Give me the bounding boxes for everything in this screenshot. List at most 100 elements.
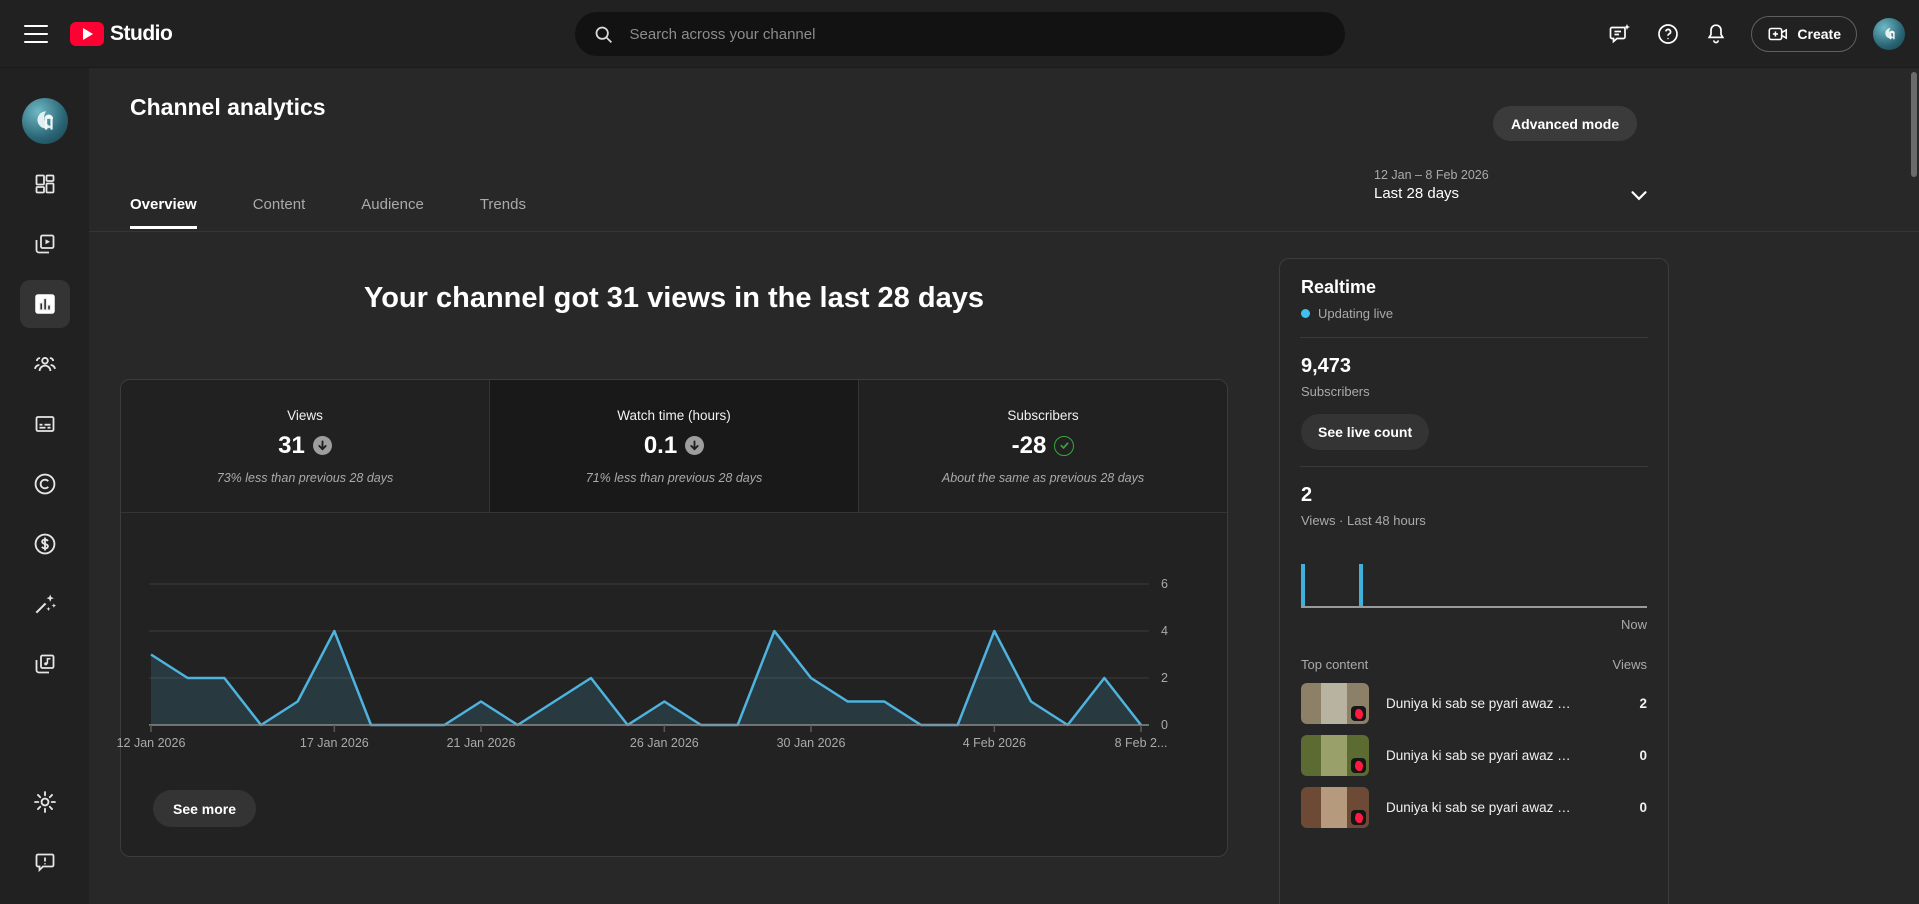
realtime-48h-bar-chart xyxy=(1301,548,1647,608)
help-icon[interactable] xyxy=(1647,13,1689,55)
chart-y-axis: 0 2 4 6 xyxy=(1161,555,1191,755)
see-more-button[interactable]: See more xyxy=(153,790,257,827)
video-title: Duniya ki sab se pyari awaz … xyxy=(1386,748,1571,763)
x-tick-label: 8 Feb 2... xyxy=(1114,736,1168,750)
realtime-subscribers-label: Subscribers xyxy=(1301,384,1370,399)
video-title: Duniya ki sab se pyari awaz … xyxy=(1386,800,1571,815)
sidebar-item-settings[interactable] xyxy=(20,778,70,826)
sidebar-item-customization[interactable] xyxy=(20,580,70,628)
chart-x-axis: 12 Jan 2026 17 Jan 2026 21 Jan 2026 26 Jan … xyxy=(117,736,1199,756)
now-label: Now xyxy=(1620,617,1647,632)
menu-icon[interactable] xyxy=(24,25,48,43)
x-tick-label: 4 Feb 2026 xyxy=(962,736,1026,750)
chevron-down-icon[interactable] xyxy=(1626,182,1652,213)
realtime-views-value: 2 xyxy=(1301,484,1313,506)
metric-label: Views xyxy=(287,407,323,423)
create-video-icon xyxy=(1768,27,1788,41)
sidebar-item-dashboard[interactable] xyxy=(20,160,70,208)
advanced-mode-button[interactable]: Advanced mode xyxy=(1493,106,1638,141)
divider xyxy=(1300,466,1648,467)
feedback-sparkle-icon[interactable] xyxy=(1599,13,1641,55)
shorts-badge-icon xyxy=(1351,810,1366,825)
divider xyxy=(1300,337,1648,338)
summary-headline: Your channel got 31 views in the last 28… xyxy=(364,282,984,314)
brand-name: Studio xyxy=(110,22,173,45)
sidebar-item-copyright[interactable] xyxy=(20,460,70,508)
metric-note: 73% less than previous 28 days xyxy=(216,470,394,485)
realtime-bar xyxy=(1358,564,1363,606)
realtime-bar xyxy=(1301,564,1305,606)
create-label: Create xyxy=(1797,26,1841,42)
views-line-chart xyxy=(149,583,1149,732)
video-title: Duniya ki sab se pyari awaz … xyxy=(1386,696,1571,711)
tab-content[interactable]: Content xyxy=(252,196,306,213)
top-content-row[interactable]: Duniya ki sab se pyari awaz … 0 xyxy=(1301,735,1647,776)
tab-trends[interactable]: Trends xyxy=(479,196,526,213)
sidebar-item-subtitles[interactable] xyxy=(20,400,70,448)
video-views: 0 xyxy=(1639,748,1647,763)
shorts-badge-icon xyxy=(1351,758,1366,773)
trend-down-icon xyxy=(685,436,705,455)
create-button[interactable]: Create xyxy=(1751,16,1857,52)
metric-label: Subscribers xyxy=(1007,407,1079,423)
search-icon xyxy=(595,26,612,43)
account-avatar[interactable] xyxy=(1873,18,1905,50)
realtime-subscribers-value: 9,473 xyxy=(1301,355,1352,377)
metric-card-watch-time[interactable]: Watch time (hours) 0.1 71% less than pre… xyxy=(490,380,859,512)
video-views: 0 xyxy=(1639,800,1647,815)
date-period-text: Last 28 days xyxy=(1374,185,1460,202)
trend-down-icon xyxy=(312,436,332,455)
check-circle-icon xyxy=(1054,435,1075,456)
sidebar-item-send-feedback[interactable] xyxy=(20,838,70,886)
video-thumbnail xyxy=(1301,787,1369,828)
metric-value: 0.1 xyxy=(643,431,678,459)
scrollbar-thumb[interactable] xyxy=(1911,72,1917,177)
x-tick-label: 12 Jan 2026 xyxy=(116,736,186,750)
top-content-row[interactable]: Duniya ki sab se pyari awaz … 0 xyxy=(1301,787,1647,828)
date-range-selector[interactable]: 12 Jan – 8 Feb 2026 Last 28 days xyxy=(1374,168,1489,202)
sidebar xyxy=(0,68,89,904)
page-title: Channel analytics xyxy=(130,94,326,120)
y-tick-label: 4 xyxy=(1161,624,1168,638)
realtime-status: Updating live xyxy=(1318,306,1394,321)
tab-audience[interactable]: Audience xyxy=(361,196,424,213)
channel-avatar[interactable] xyxy=(21,98,68,144)
see-live-count-button[interactable]: See live count xyxy=(1301,414,1430,450)
sidebar-item-earn[interactable] xyxy=(20,520,70,568)
search-input[interactable] xyxy=(629,25,1327,43)
top-content-label: Top content xyxy=(1301,657,1369,672)
x-tick-label: 26 Jan 2026 xyxy=(629,736,699,750)
views-column-label: Views xyxy=(1612,657,1647,672)
sidebar-item-analytics[interactable] xyxy=(19,280,70,328)
tabs-divider xyxy=(89,231,1919,232)
y-tick-label: 2 xyxy=(1161,671,1168,685)
realtime-card: Realtime Updating live 9,473 Subscribers… xyxy=(1279,258,1669,904)
scrollbar xyxy=(1909,68,1919,904)
analytics-tabs: Overview Content Audience Trends xyxy=(130,196,526,229)
y-tick-label: 0 xyxy=(1161,718,1168,732)
tab-overview[interactable]: Overview xyxy=(130,196,197,229)
metric-value: -28 xyxy=(1011,431,1047,459)
metric-card-views[interactable]: Views 31 73% less than previous 28 days xyxy=(121,380,490,512)
video-thumbnail xyxy=(1301,683,1369,724)
y-tick-label: 6 xyxy=(1161,577,1168,591)
metric-cards-row: Views 31 73% less than previous 28 days … xyxy=(121,380,1227,513)
realtime-views-label: Views · Last 48 hours xyxy=(1301,513,1426,528)
sidebar-item-content[interactable] xyxy=(20,220,70,268)
x-tick-label: 21 Jan 2026 xyxy=(446,736,516,750)
sidebar-item-community[interactable] xyxy=(20,340,70,388)
notifications-bell-icon[interactable] xyxy=(1695,13,1737,55)
date-range-text: 12 Jan – 8 Feb 2026 xyxy=(1374,168,1489,182)
video-views: 2 xyxy=(1639,696,1647,711)
search-bar[interactable] xyxy=(574,12,1345,56)
x-tick-label: 30 Jan 2026 xyxy=(776,736,846,750)
metric-note: 71% less than previous 28 days xyxy=(585,470,763,485)
shorts-badge-icon xyxy=(1351,706,1366,721)
metric-card-subscribers[interactable]: Subscribers -28 About the same as previo… xyxy=(859,380,1227,512)
topbar: Studio Create xyxy=(0,0,1919,68)
sidebar-item-audio-library[interactable] xyxy=(20,640,70,688)
studio-logo[interactable]: Studio xyxy=(70,22,173,46)
metric-note: About the same as previous 28 days xyxy=(941,470,1145,485)
top-content-row[interactable]: Duniya ki sab se pyari awaz … 2 xyxy=(1301,683,1647,724)
